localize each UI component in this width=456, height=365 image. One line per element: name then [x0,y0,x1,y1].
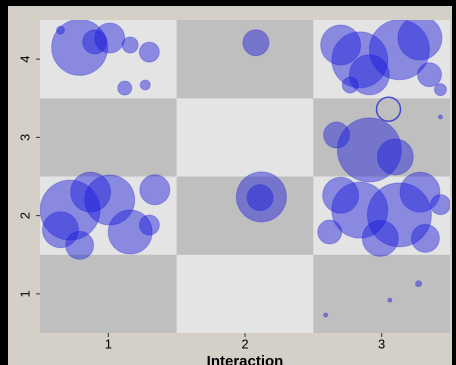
bubble [139,79,151,91]
bubble [94,22,126,54]
bubble [331,181,389,239]
cell [313,20,450,99]
bubble [51,20,109,76]
bubble [138,41,160,63]
bubble [138,214,160,236]
bubble [361,219,399,257]
y-tick-label: 1 [17,290,32,297]
x-tick-label: 1 [105,336,112,351]
bubbles [40,20,450,318]
cell [176,176,314,255]
bubble [82,29,108,55]
bubble [322,176,360,214]
x-axis-title: Interaction [207,353,284,365]
bubble [65,230,95,260]
bubble [433,83,447,97]
bubble [117,80,133,96]
bubble [84,174,136,226]
bubble [42,211,79,249]
bubble [139,174,171,206]
bubble [437,114,443,120]
bubble [317,219,343,245]
bubble [107,209,153,255]
bubble [70,171,112,213]
bubble [387,297,393,303]
x-tick-label: 3 [378,336,385,351]
y-tick-label: 4 [17,56,32,63]
bubble [429,194,450,216]
cell [313,176,450,255]
y-tick-label: 3 [17,134,32,141]
bubble [341,76,359,94]
bubble [40,179,101,241]
bubble [417,62,442,88]
bubble [348,54,390,96]
x-tick-label: 2 [241,336,248,351]
bubble [410,223,440,253]
bubble [323,312,329,318]
bubble [336,117,402,183]
bubble [331,31,389,89]
bubble [375,96,402,122]
bubble [366,182,432,248]
bubble [397,20,443,61]
cell [176,98,314,177]
cell [313,254,450,333]
cell [40,254,177,333]
cell [40,20,177,99]
cell [176,254,314,333]
bubble [323,121,351,149]
cell [40,98,177,177]
bubble [246,184,274,212]
bubble [376,138,414,176]
cells [40,20,450,333]
cell [40,176,177,255]
bubble [368,20,430,81]
bubble [415,280,423,288]
cell [176,20,314,99]
bubble [242,29,270,57]
bubble [235,171,287,223]
y-tick-label: 2 [17,212,32,219]
bubble [399,171,441,213]
bubble [320,24,362,66]
cell [313,98,450,177]
bubble [121,36,139,54]
bubble [56,25,65,35]
